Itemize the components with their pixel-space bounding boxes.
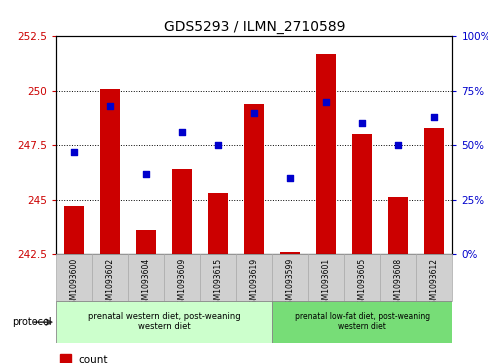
Point	[358, 121, 366, 126]
Bar	[172, 169, 192, 254]
Text: GSM1093608: GSM1093608	[393, 258, 402, 309]
Point	[106, 103, 114, 109]
Bar	[64, 206, 84, 254]
Bar	[272, 301, 451, 343]
Bar	[244, 104, 264, 254]
Text: count: count	[78, 355, 107, 363]
Bar	[380, 254, 415, 301]
Bar	[164, 254, 200, 301]
Text: GSM1093605: GSM1093605	[357, 258, 366, 309]
Bar	[100, 89, 120, 254]
Point	[429, 114, 437, 120]
Point	[250, 110, 258, 115]
Bar	[236, 254, 272, 301]
Text: GSM1093604: GSM1093604	[142, 258, 150, 309]
Bar	[208, 193, 228, 254]
Text: GSM1093609: GSM1093609	[178, 258, 186, 309]
Bar	[92, 254, 128, 301]
Text: GSM1093600: GSM1093600	[70, 258, 79, 309]
Text: GSM1093601: GSM1093601	[321, 258, 330, 309]
Bar	[344, 254, 380, 301]
Bar	[60, 354, 71, 363]
Point	[70, 149, 78, 155]
Text: GSM1093599: GSM1093599	[285, 258, 294, 309]
Bar	[424, 128, 443, 254]
Bar	[316, 54, 336, 254]
Text: GSM1093619: GSM1093619	[249, 258, 258, 309]
Bar	[200, 254, 236, 301]
Text: GSM1093602: GSM1093602	[105, 258, 115, 309]
Text: protocol: protocol	[12, 317, 51, 327]
Title: GDS5293 / ILMN_2710589: GDS5293 / ILMN_2710589	[163, 20, 345, 34]
Text: prenatal low-fat diet, post-weaning
western diet: prenatal low-fat diet, post-weaning west…	[294, 311, 429, 331]
Point	[394, 142, 402, 148]
Text: prenatal western diet, post-weaning
western diet: prenatal western diet, post-weaning west…	[88, 311, 240, 331]
Text: GSM1093615: GSM1093615	[213, 258, 223, 309]
Bar	[352, 134, 371, 254]
Point	[322, 99, 329, 105]
Point	[178, 129, 186, 135]
Point	[214, 142, 222, 148]
Bar	[387, 197, 407, 254]
Bar	[136, 230, 156, 254]
Bar	[56, 301, 272, 343]
Bar	[307, 254, 344, 301]
Point	[142, 171, 150, 176]
Point	[286, 175, 294, 181]
Bar	[272, 254, 307, 301]
Bar	[128, 254, 164, 301]
Bar	[415, 254, 451, 301]
Text: GSM1093612: GSM1093612	[429, 258, 438, 309]
Bar	[56, 254, 92, 301]
Bar	[280, 252, 300, 254]
